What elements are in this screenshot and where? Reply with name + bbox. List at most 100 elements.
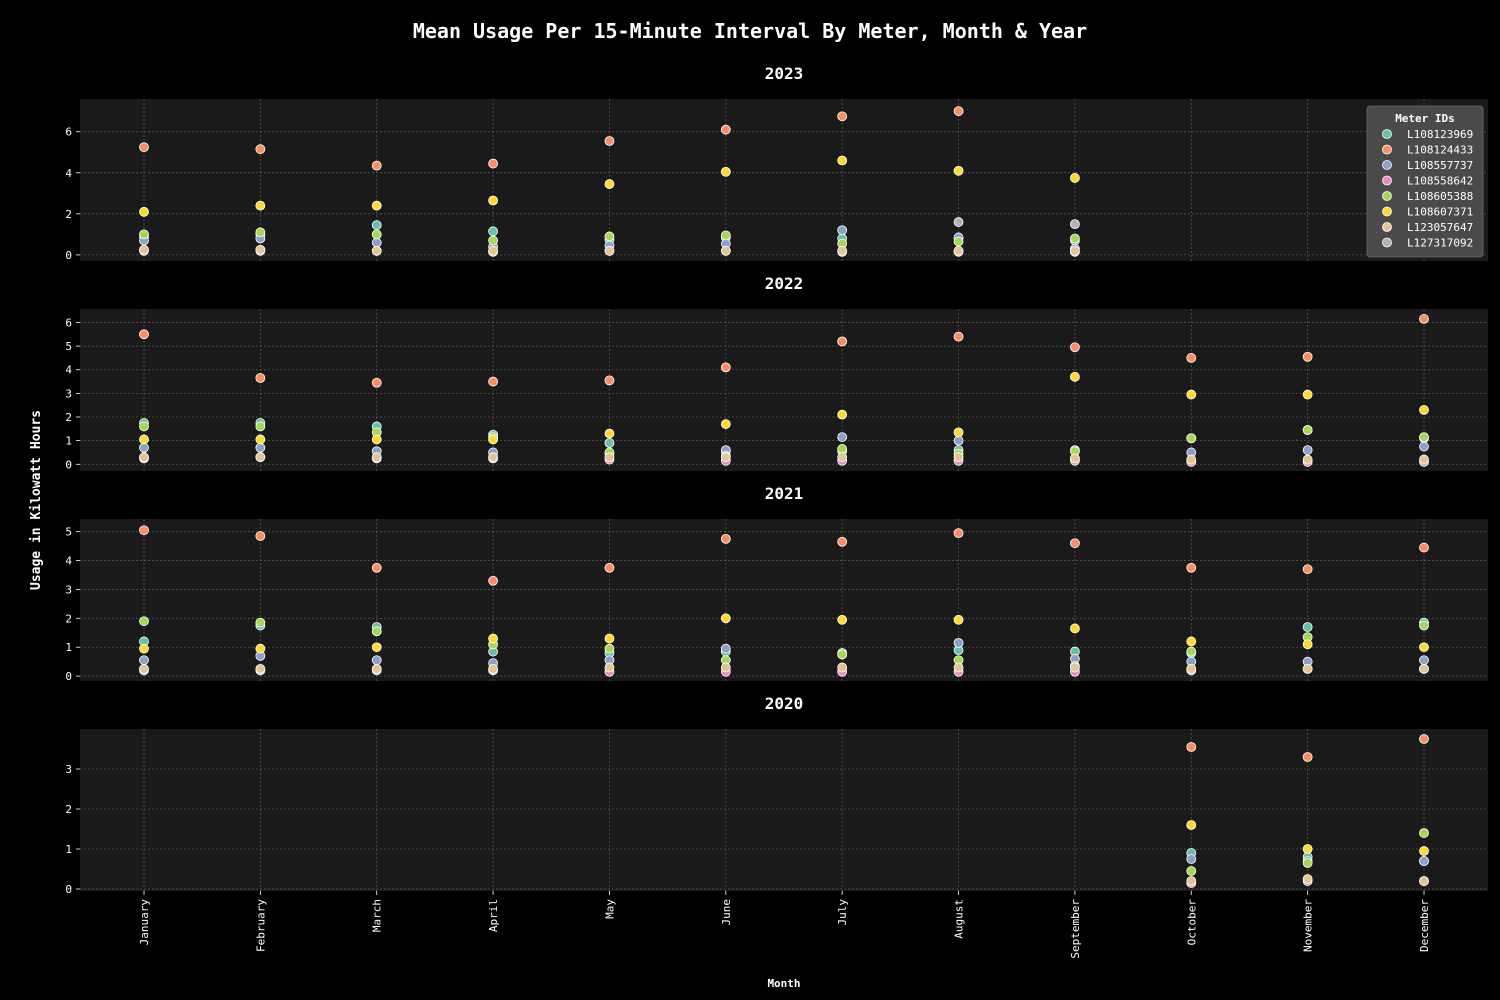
legend-label: L108557737 bbox=[1407, 159, 1473, 172]
data-point-L108605388 bbox=[255, 421, 266, 432]
data-point-L108605388 bbox=[371, 626, 382, 637]
data-point-L108605388 bbox=[604, 643, 615, 654]
data-point-L108124433 bbox=[1302, 351, 1313, 362]
data-point-L108123969 bbox=[488, 226, 498, 237]
data-point-L123057647 bbox=[1419, 876, 1429, 886]
data-point-L123057647 bbox=[255, 452, 266, 463]
legend-marker bbox=[1382, 160, 1392, 170]
data-point-L123057647 bbox=[1070, 245, 1080, 256]
data-point-L123057647 bbox=[953, 245, 964, 256]
data-point-L108607371 bbox=[1070, 371, 1080, 382]
data-point-L108124433 bbox=[837, 536, 848, 547]
x-tick-label: November bbox=[1302, 899, 1315, 952]
y-tick-label: 1 bbox=[65, 435, 72, 448]
legend-label: L108123969 bbox=[1407, 128, 1473, 141]
legend-label: L108605388 bbox=[1407, 190, 1473, 203]
data-point-L108557737 bbox=[371, 237, 382, 248]
panel-title: 2023 bbox=[765, 64, 804, 83]
data-point-L123057647 bbox=[720, 662, 731, 673]
data-point-L123057647 bbox=[255, 244, 266, 255]
data-point-L108124433 bbox=[720, 362, 731, 373]
data-point-L108607371 bbox=[720, 613, 731, 624]
x-tick-label: March bbox=[371, 899, 384, 932]
data-point-L123057647 bbox=[255, 663, 266, 674]
x-tick-label: April bbox=[487, 899, 500, 932]
data-point-L108607371 bbox=[1419, 642, 1429, 653]
plot-area bbox=[80, 309, 1488, 471]
data-point-L108607371 bbox=[1302, 389, 1313, 400]
x-tick-label: October bbox=[1185, 899, 1198, 946]
data-point-L108124433 bbox=[139, 142, 149, 153]
data-point-L123057647 bbox=[488, 452, 498, 463]
data-point-L108605388 bbox=[604, 231, 615, 242]
data-point-L108605388 bbox=[1419, 432, 1429, 442]
y-tick-label: 6 bbox=[65, 316, 72, 329]
data-point-L108605388 bbox=[255, 227, 266, 238]
data-point-L123057647 bbox=[604, 245, 615, 256]
y-tick-label: 2 bbox=[65, 612, 72, 625]
data-point-L108605388 bbox=[1186, 866, 1197, 876]
data-point-L108607371 bbox=[1186, 636, 1197, 647]
data-point-L108124433 bbox=[1419, 314, 1429, 324]
data-point-L123057647 bbox=[1302, 874, 1313, 884]
data-point-L108124433 bbox=[604, 136, 615, 146]
data-point-L108124433 bbox=[488, 376, 498, 387]
data-point-L123057647 bbox=[371, 452, 382, 463]
y-tick-label: 5 bbox=[65, 340, 72, 353]
data-point-L108124433 bbox=[255, 373, 266, 383]
y-tick-label: 3 bbox=[65, 583, 72, 596]
data-point-L108124433 bbox=[1070, 342, 1080, 353]
data-point-L123057647 bbox=[488, 245, 498, 256]
y-axis-label: Usage in Kilowatt Hours bbox=[29, 410, 44, 590]
data-point-L123057647 bbox=[837, 245, 848, 256]
panel-2022: 2022 0 1 2 3 4 5 6 bbox=[65, 274, 1488, 471]
data-point-L108557737 bbox=[1419, 441, 1429, 452]
data-point-L123057647 bbox=[720, 452, 731, 463]
data-point-L123057647 bbox=[1419, 663, 1429, 674]
legend-label: L127317092 bbox=[1407, 237, 1473, 250]
y-tick-label: 0 bbox=[65, 458, 72, 471]
panel-2023: 2023 0 2 4 6 bbox=[65, 64, 1488, 262]
data-point-L123057647 bbox=[1070, 662, 1080, 673]
data-point-L123057647 bbox=[139, 244, 149, 255]
data-point-L108124433 bbox=[1186, 353, 1197, 363]
data-point-L108605388 bbox=[371, 229, 382, 240]
data-point-L108124433 bbox=[1419, 542, 1429, 553]
data-point-L123057647 bbox=[720, 245, 731, 256]
data-point-L108607371 bbox=[953, 165, 964, 176]
data-point-L108607371 bbox=[371, 434, 382, 445]
y-tick-label: 4 bbox=[65, 364, 72, 377]
data-point-L108607371 bbox=[1186, 820, 1197, 830]
data-point-L108605388 bbox=[837, 649, 848, 660]
y-tick-label: 2 bbox=[65, 803, 72, 816]
data-point-L123057647 bbox=[1302, 454, 1313, 465]
data-point-L108124433 bbox=[1302, 564, 1313, 575]
data-point-L123057647 bbox=[1419, 454, 1429, 465]
chart-panels: 2023 0 2 4 6 2022 0 1 2 3 4 5 6 2021 0 1 2 3 4 5 2020 0 1 2 3 Jan… bbox=[65, 64, 1488, 959]
data-point-L108607371 bbox=[139, 643, 149, 654]
chart-title: Mean Usage Per 15-Minute Interval By Met… bbox=[413, 19, 1087, 43]
data-point-L108607371 bbox=[720, 166, 731, 177]
y-tick-label: 1 bbox=[65, 641, 72, 654]
data-point-L108124433 bbox=[1186, 562, 1197, 573]
panel-2020: 2020 0 1 2 3 January February March April May June… bbox=[65, 694, 1488, 959]
data-point-L108124433 bbox=[953, 528, 964, 539]
data-point-L108607371 bbox=[1419, 405, 1429, 415]
data-point-L108607371 bbox=[953, 427, 964, 438]
data-point-L108607371 bbox=[488, 195, 498, 206]
plot-area bbox=[80, 729, 1488, 891]
data-point-L108124433 bbox=[953, 106, 964, 117]
data-point-L108607371 bbox=[488, 633, 498, 644]
data-point-L108124433 bbox=[604, 562, 615, 573]
data-point-L108605388 bbox=[139, 421, 149, 432]
data-point-L108605388 bbox=[139, 229, 149, 240]
data-point-L108124433 bbox=[255, 144, 266, 155]
plot-area bbox=[80, 99, 1488, 261]
legend-label: L108124433 bbox=[1407, 144, 1473, 157]
y-tick-label: 0 bbox=[65, 249, 72, 262]
data-point-L108124433 bbox=[1186, 742, 1197, 752]
data-point-L108124433 bbox=[371, 160, 382, 171]
data-point-L108607371 bbox=[720, 419, 731, 429]
data-point-L108607371 bbox=[837, 155, 848, 166]
data-point-L108557737 bbox=[837, 432, 848, 442]
